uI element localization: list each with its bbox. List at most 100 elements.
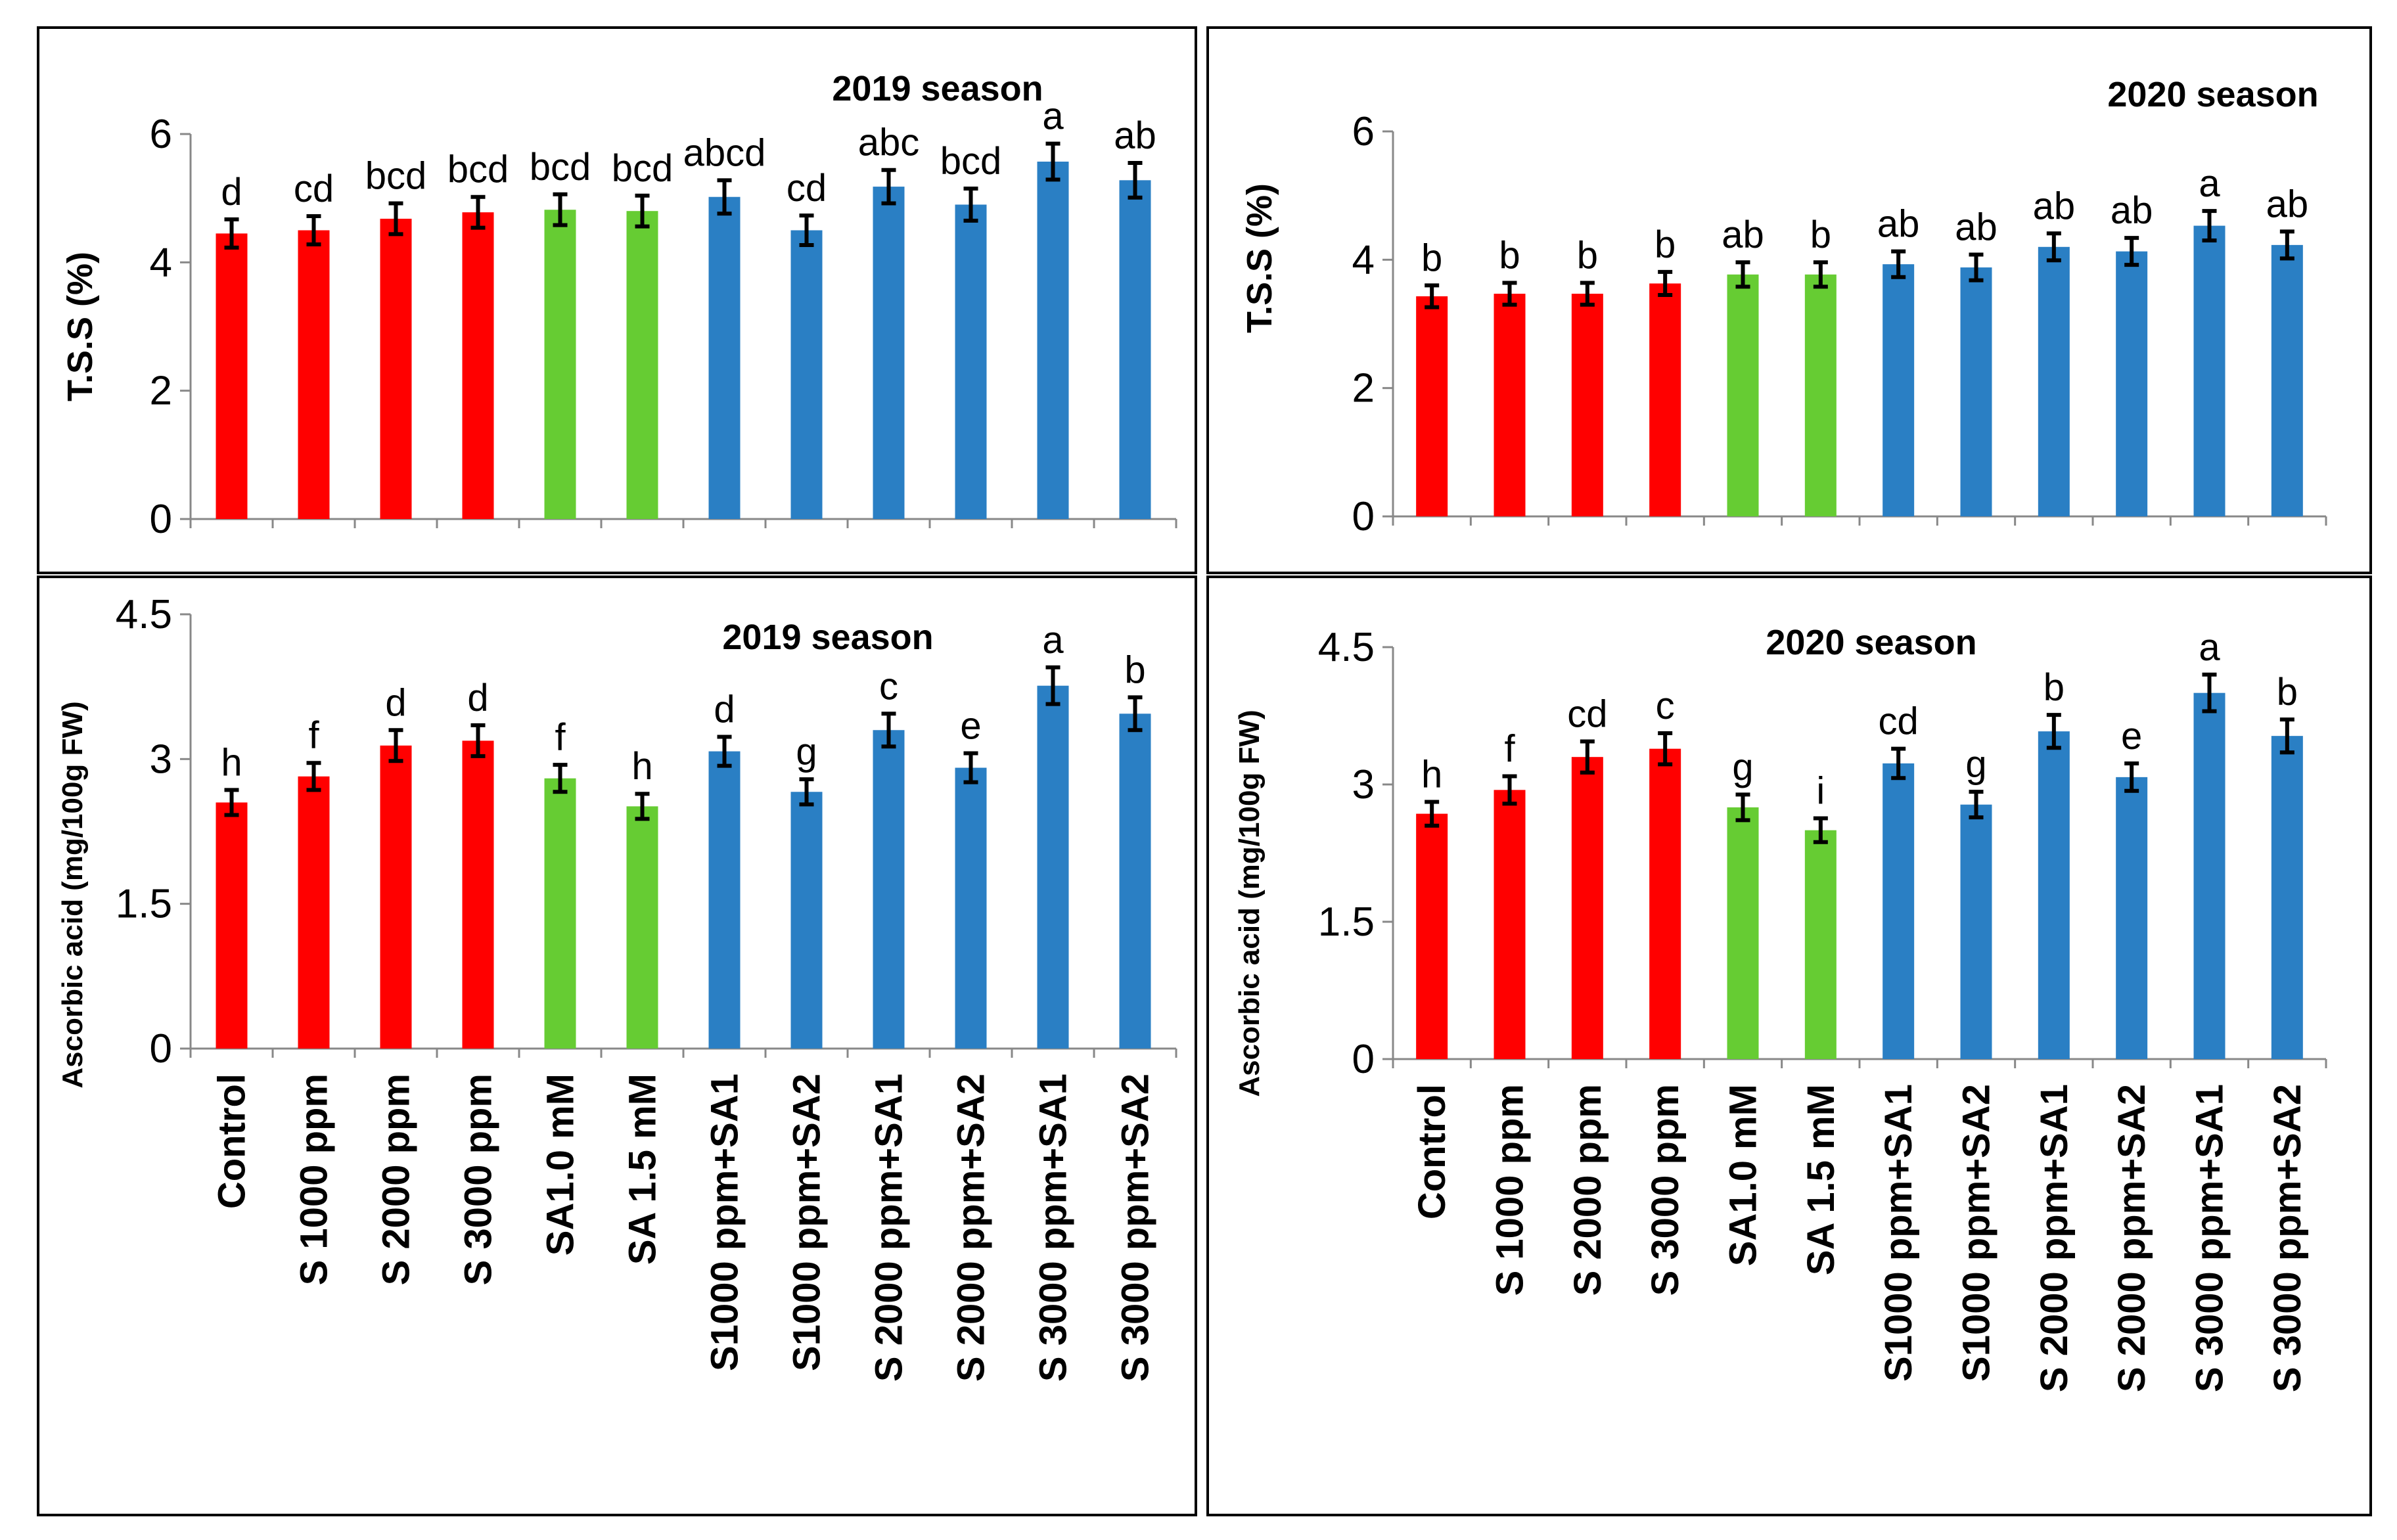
significance-letter: cd	[1567, 693, 1607, 736]
significance-letter: c	[1656, 685, 1675, 727]
significance-letter: g	[1965, 743, 1986, 786]
significance-letter: f	[308, 714, 319, 757]
error-bar	[963, 187, 978, 223]
chart-title: 2020 season	[1766, 623, 1976, 662]
x-category-label: S 1000 ppm	[1489, 1084, 1532, 1296]
x-category-label: S 2000 ppm+SA1	[2033, 1084, 2076, 1392]
significance-letter: b	[2043, 666, 2065, 709]
bar	[216, 802, 248, 1049]
x-category-label: SA1.0 mM	[539, 1074, 582, 1256]
error-bar	[1969, 790, 1984, 820]
bar	[2271, 736, 2303, 1059]
error-bar	[1425, 800, 1440, 828]
x-category-label: S 3000 ppm	[457, 1074, 500, 1285]
significance-letter: b	[1124, 648, 1145, 691]
y-axis-label: T.S.S (%)	[60, 252, 100, 401]
bar	[873, 730, 905, 1049]
bar	[298, 776, 330, 1049]
significance-letter: i	[1816, 770, 1825, 813]
y-tick-label: 0	[150, 1026, 172, 1072]
error-bar	[2046, 231, 2061, 263]
y-tick-label: 3	[150, 736, 172, 782]
bar	[462, 212, 494, 519]
error-bar	[2279, 229, 2294, 261]
bar	[708, 196, 741, 519]
x-category-label: S 3000 ppm+SA1	[1032, 1074, 1075, 1382]
error-bar	[224, 217, 239, 250]
significance-letter: b	[1499, 234, 1520, 277]
bar	[1119, 180, 1151, 519]
error-bar	[388, 201, 403, 237]
error-bar	[224, 788, 239, 817]
significance-letter: e	[2121, 715, 2142, 758]
error-bar	[881, 168, 896, 206]
x-category-label: SA 1.5 mM	[1800, 1084, 1842, 1275]
significance-letter: b	[1655, 223, 1676, 266]
bar	[1804, 830, 1837, 1059]
error-bar	[470, 723, 486, 758]
significance-letter: d	[714, 689, 735, 731]
x-category-label: S1000 ppm+SA1	[704, 1074, 746, 1371]
y-tick-label: 1.5	[116, 882, 172, 927]
x-category-label: Control	[1411, 1084, 1453, 1219]
y-axis-label: T.S.S (%)	[1240, 183, 1279, 333]
error-bar	[881, 712, 896, 749]
x-category-label: S 3000 ppm+SA2	[2266, 1084, 2309, 1392]
significance-letter: e	[960, 705, 981, 748]
error-bar	[2279, 717, 2294, 755]
bar	[626, 806, 658, 1049]
significance-letter: cd	[787, 167, 827, 210]
chart-panel-3: 0 1.5 3 4.5 h f d d f h d g c e a b 2019 season Ascorbic …	[37, 576, 1197, 1516]
y-tick-label: 6	[150, 112, 172, 157]
bar	[1494, 294, 1526, 516]
x-category-label: Control	[211, 1074, 254, 1209]
x-category-label: S 1000 ppm	[293, 1074, 336, 1285]
significance-letter: h	[221, 741, 242, 784]
significance-letter: ab	[1114, 114, 1156, 157]
panel-border	[37, 576, 1197, 1516]
chart-title: 2019 season	[722, 618, 933, 657]
significance-letter: bcd	[530, 146, 591, 189]
x-category-label: S1000 ppm+SA1	[1877, 1084, 1920, 1382]
y-axis-label: Ascorbic acid (mg/100g FW)	[57, 701, 89, 1088]
x-category-label: S 3000 ppm	[1644, 1084, 1687, 1296]
y-tick-label: 4.5	[116, 592, 172, 637]
y-tick-label: 6	[1352, 109, 1375, 154]
x-category-label: S1000 ppm+SA2	[786, 1074, 829, 1371]
error-bar	[963, 751, 978, 784]
bar	[1727, 274, 1759, 516]
error-bar	[1891, 249, 1906, 279]
x-category-label: S 3000 ppm+SA2	[1114, 1074, 1157, 1382]
error-bar	[1658, 269, 1673, 298]
bar	[1804, 274, 1837, 516]
x-category-label: SA 1.5 mM	[622, 1074, 664, 1265]
y-tick-label: 4	[150, 240, 172, 285]
bar	[544, 210, 576, 519]
chart-title: 2019 season	[832, 69, 1043, 108]
y-tick-label: 4	[1352, 237, 1375, 283]
error-bar	[1128, 160, 1143, 200]
error-bar	[1425, 283, 1440, 309]
significance-letter: f	[555, 716, 566, 759]
panel-border	[1206, 26, 2372, 574]
significance-letter: h	[1421, 753, 1442, 796]
bar	[1571, 757, 1603, 1059]
bar	[380, 218, 412, 519]
error-bar	[388, 728, 403, 763]
significance-letter: g	[1732, 746, 1753, 788]
significance-letter: b	[1577, 234, 1598, 277]
bar	[1727, 807, 1759, 1059]
bar	[2116, 777, 2148, 1059]
error-bar	[2202, 672, 2217, 713]
bar	[955, 767, 987, 1049]
bar	[2038, 246, 2070, 516]
significance-letter: bcd	[447, 148, 509, 191]
error-bar	[1502, 774, 1517, 806]
error-bar	[1813, 816, 1828, 844]
bar	[380, 745, 412, 1049]
x-category-label: S 2000 ppm+SA2	[2111, 1084, 2153, 1392]
error-bar	[1735, 260, 1750, 289]
error-bar	[553, 763, 568, 794]
significance-letter: c	[879, 665, 898, 708]
